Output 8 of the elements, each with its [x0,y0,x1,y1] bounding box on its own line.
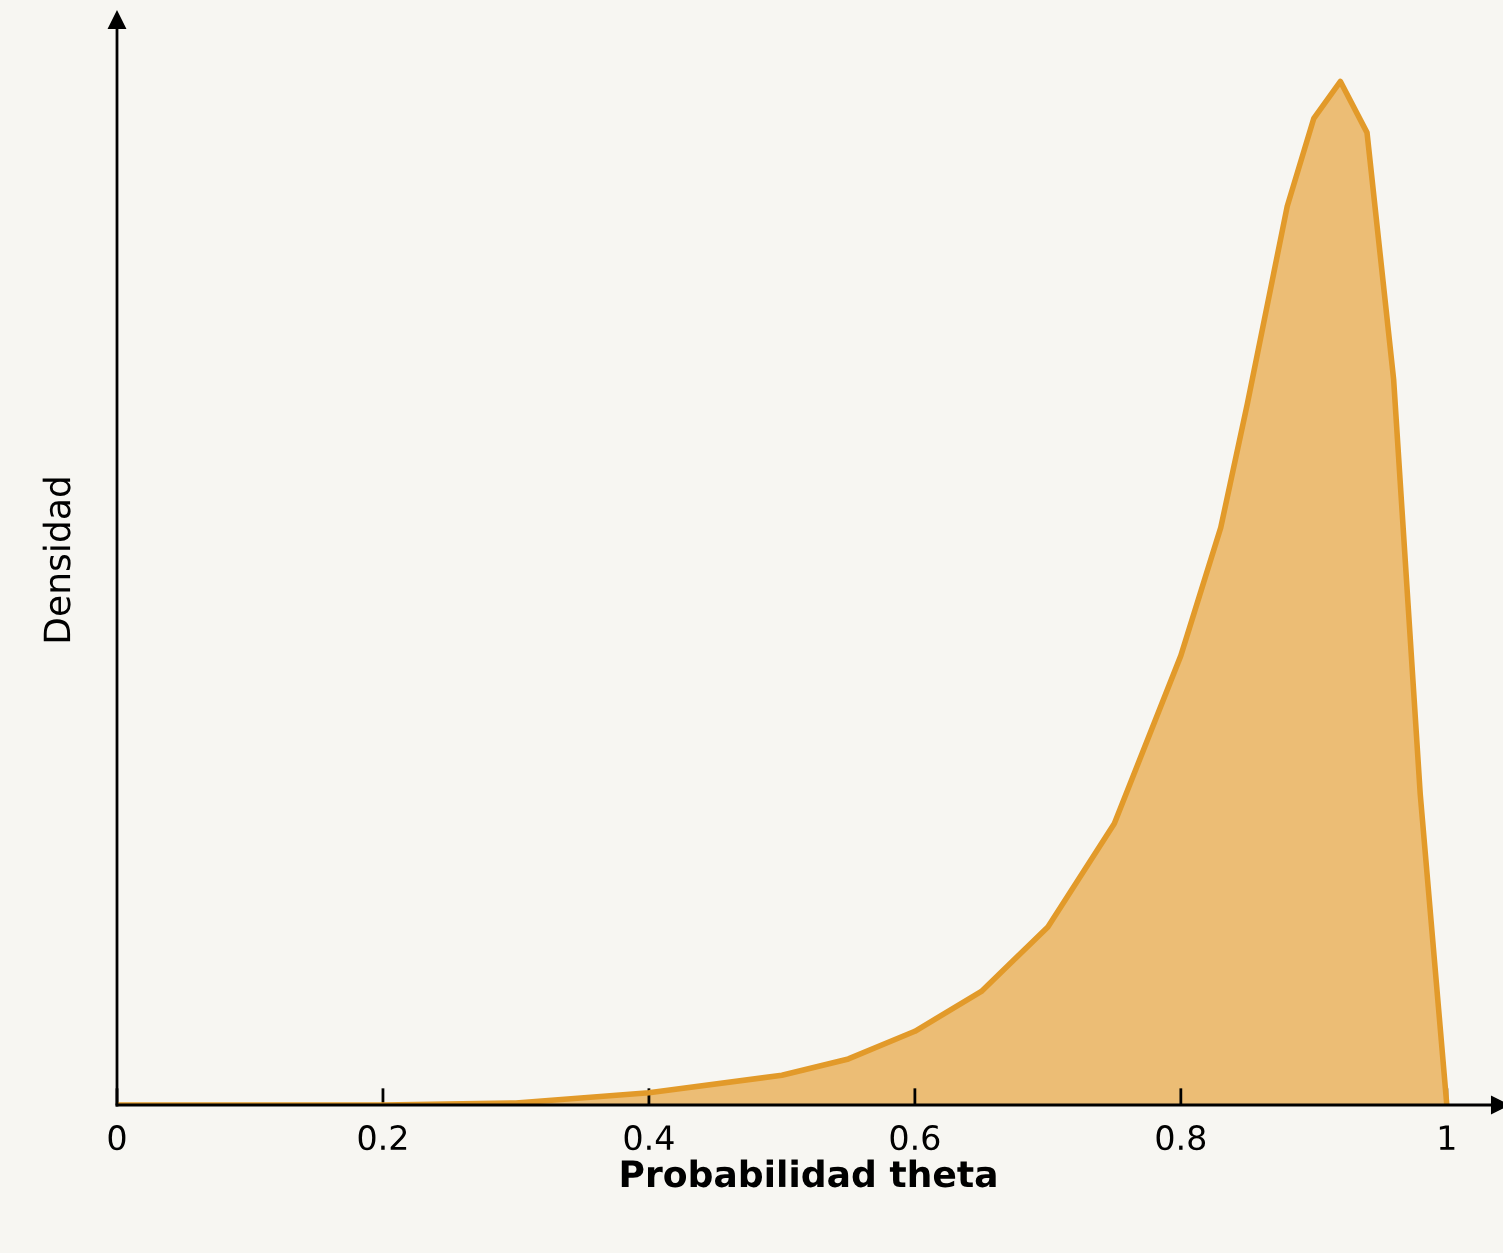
x-tick-label: 1 [1439,1125,1455,1150]
x-tick-label: 0.4 [624,1125,674,1151]
x-tick-label: 0 [108,1125,126,1151]
x-axis-title: Probabilidad theta [621,1159,996,1188]
y-axis-title: Densidad [42,478,71,642]
x-tick-label: 0.2 [358,1125,407,1151]
x-tick-label: 0.8 [1156,1125,1206,1151]
x-tick-label: 0.6 [890,1125,940,1151]
